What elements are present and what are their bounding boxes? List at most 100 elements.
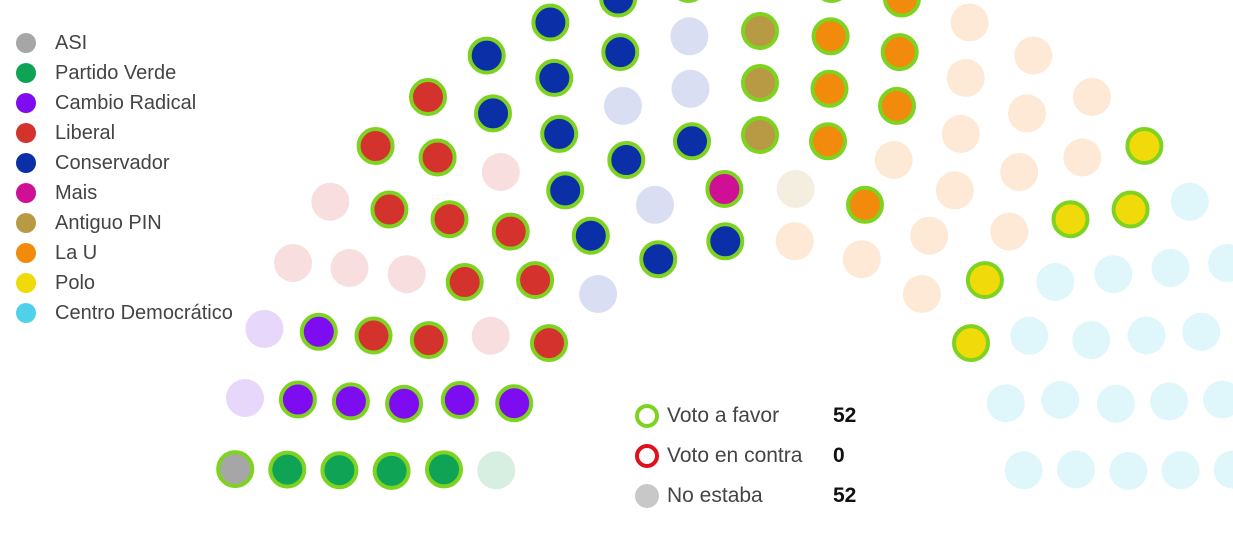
legend-item-polo: Polo: [16, 268, 233, 298]
seat-pin: [741, 64, 779, 102]
seat-verde: [268, 450, 307, 489]
seat-polo: [1051, 200, 1090, 239]
seat-conservador: [599, 0, 638, 18]
seat-liberal: [274, 244, 312, 282]
seat-verde: [320, 451, 359, 490]
legend-swatch-cambio: [16, 93, 36, 113]
seat-cd: [1109, 451, 1148, 490]
seat-cambio: [385, 384, 424, 423]
seat-cd: [1170, 182, 1209, 221]
seat-conservador: [670, 17, 709, 56]
seat-cambio: [245, 309, 284, 348]
seat-lau: [882, 0, 921, 18]
party-legend: ASI Partido Verde Cambio Radical Liberal Con…: [16, 28, 233, 328]
seat-liberal: [430, 200, 469, 239]
seat-cd: [1072, 321, 1111, 360]
legend-item-pin: Antiguo PIN: [16, 208, 233, 238]
seat-pin: [741, 12, 779, 50]
seat-cambio: [299, 312, 338, 351]
legend-item-mais: Mais: [16, 178, 233, 208]
seat-lau: [935, 171, 974, 210]
seat-cd: [1057, 450, 1095, 489]
legend-label: Conservador: [55, 151, 170, 174]
legend-swatch-conservador: [16, 153, 36, 173]
legend-item-asi: ASI: [16, 28, 233, 58]
seat-polo: [1111, 190, 1150, 229]
seat-polo: [952, 324, 990, 363]
seat-conservador: [636, 185, 674, 224]
seat-cd: [1203, 380, 1233, 419]
seat-liberal: [445, 263, 484, 301]
seat-cd: [1010, 316, 1049, 355]
seat-liberal: [418, 138, 457, 177]
seat-cd: [1213, 450, 1233, 489]
seat-cambio: [226, 379, 264, 417]
seat-conservador: [540, 114, 579, 153]
seat-pin: [741, 116, 779, 154]
seat-lau: [880, 33, 919, 72]
seat-liberal: [491, 212, 530, 251]
seat-liberal: [530, 324, 568, 363]
seat-conservador: [604, 86, 642, 125]
legend-swatch-cd: [16, 303, 36, 323]
seat-lau: [846, 185, 884, 224]
seat-lau: [1008, 94, 1046, 133]
seat-lau: [810, 69, 849, 108]
seat-lau: [941, 114, 980, 153]
seat-cd: [1004, 451, 1043, 490]
seat-cambio: [331, 382, 370, 421]
vote-legend-count: 52: [833, 404, 857, 427]
vote-legend-count: 0: [833, 444, 845, 467]
vote-legend-label: Voto en contra: [667, 444, 803, 467]
seat-cd: [1161, 451, 1200, 490]
seat-cd: [1094, 255, 1133, 294]
seat-conservador: [706, 222, 745, 261]
seat-conservador: [673, 122, 711, 161]
seat-cd: [1208, 244, 1233, 282]
legend-label: Polo: [55, 271, 96, 294]
seat-lau: [910, 216, 949, 255]
seat-lau: [874, 141, 913, 179]
vote-legend-marker: [635, 484, 659, 508]
seat-conservador: [607, 141, 646, 179]
vote-legend-label: No estaba: [667, 484, 763, 507]
seat-lau: [1063, 138, 1102, 177]
legend-label: Partido Verde: [55, 61, 177, 84]
seat-conservador: [467, 36, 506, 75]
legend-label: Mais: [55, 181, 98, 204]
seat-pin: [776, 170, 815, 208]
seat-conservador: [546, 171, 585, 210]
seat-polo: [965, 261, 1004, 300]
seat-lau: [878, 86, 916, 125]
seat-conservador: [474, 94, 512, 133]
legend-label: ASI: [55, 31, 88, 54]
legend-item-lau: La U: [16, 238, 233, 268]
legend-item-conservador: Conservador: [16, 148, 233, 178]
seat-liberal: [409, 78, 447, 116]
seat-lau: [811, 17, 850, 56]
seat-cambio: [278, 380, 317, 419]
seat-verde: [477, 451, 516, 490]
seat-lau: [821, 0, 842, 3]
seat-cd: [1036, 263, 1075, 301]
seat-lau: [902, 275, 941, 313]
legend-swatch-asi: [16, 33, 36, 53]
seat-liberal: [354, 316, 393, 355]
seat-polo: [1125, 127, 1164, 165]
seat-liberal: [311, 182, 350, 221]
legend-label: Antiguo PIN: [55, 211, 162, 234]
legend-item-cambio: Cambio Radical: [16, 88, 233, 118]
seat-conservador: [601, 33, 640, 72]
seat-cd: [1041, 381, 1080, 419]
seat-cd: [1096, 384, 1135, 423]
legend-swatch-polo: [16, 273, 36, 293]
vote-legend-marker: [635, 404, 659, 428]
legend-item-cd: Centro Democrático: [16, 298, 233, 328]
vote-legend-marker: [635, 444, 659, 468]
legend-swatch-lau: [16, 243, 36, 263]
seat-liberal: [387, 255, 426, 294]
seat-lau: [950, 3, 989, 42]
seat-liberal: [356, 127, 395, 165]
seat-liberal: [516, 261, 555, 300]
seat-liberal: [330, 249, 369, 287]
